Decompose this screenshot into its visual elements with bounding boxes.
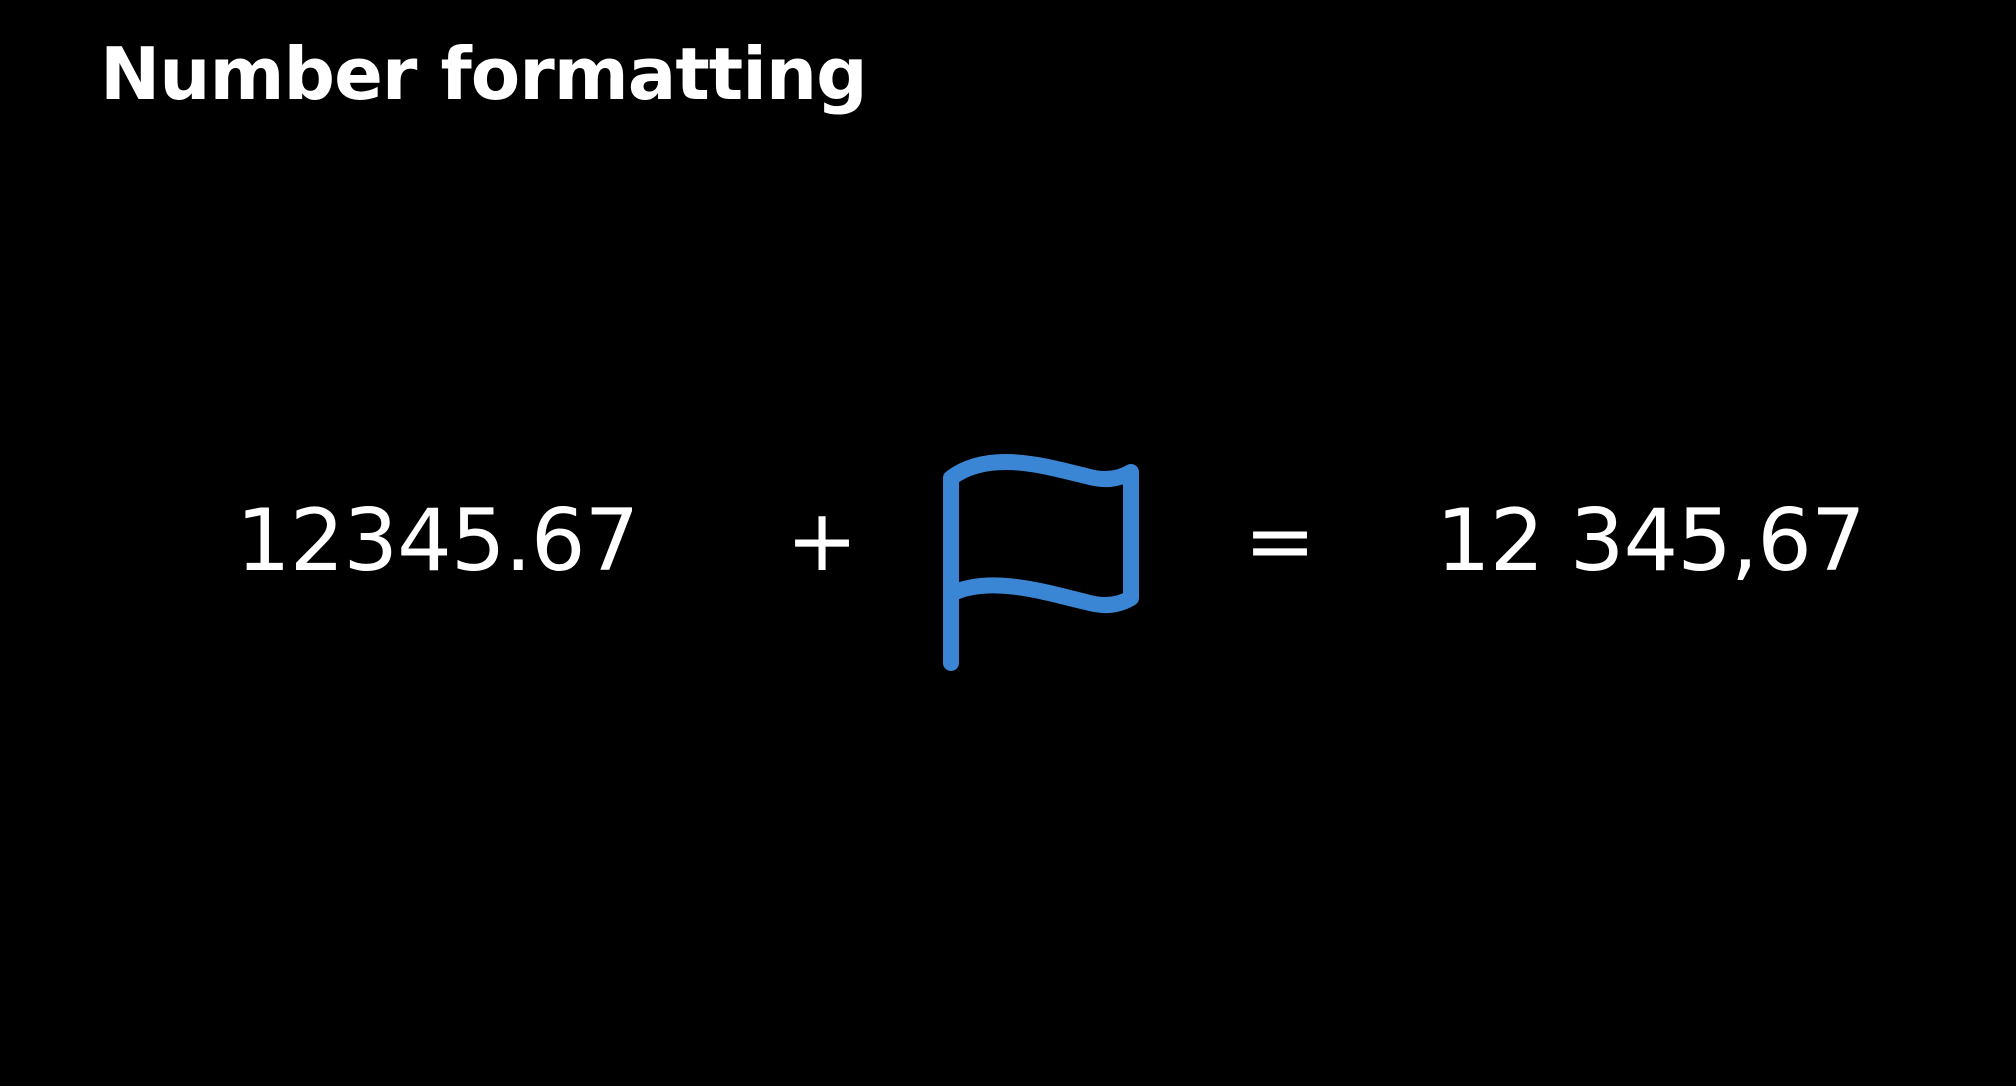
output-number: 12 345,67 xyxy=(1436,491,1866,591)
formatting-equation: 12345.67 + = 12 345,67 xyxy=(0,448,2016,678)
equals-symbol: = xyxy=(1244,491,1317,591)
input-number: 12345.67 xyxy=(236,491,639,591)
plus-symbol: + xyxy=(786,491,859,591)
slide-title: Number formatting xyxy=(100,32,868,116)
flag-icon xyxy=(943,454,1139,671)
